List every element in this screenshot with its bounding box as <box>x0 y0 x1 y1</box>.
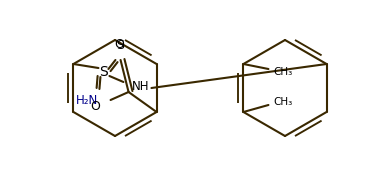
Text: CH₃: CH₃ <box>273 67 293 77</box>
Text: S: S <box>116 39 125 52</box>
Text: S: S <box>99 65 108 79</box>
Text: NH: NH <box>131 80 149 93</box>
Text: O: O <box>115 38 124 51</box>
Text: H₂N: H₂N <box>76 94 99 107</box>
Text: CH₃: CH₃ <box>273 97 293 107</box>
Text: O: O <box>90 100 100 113</box>
